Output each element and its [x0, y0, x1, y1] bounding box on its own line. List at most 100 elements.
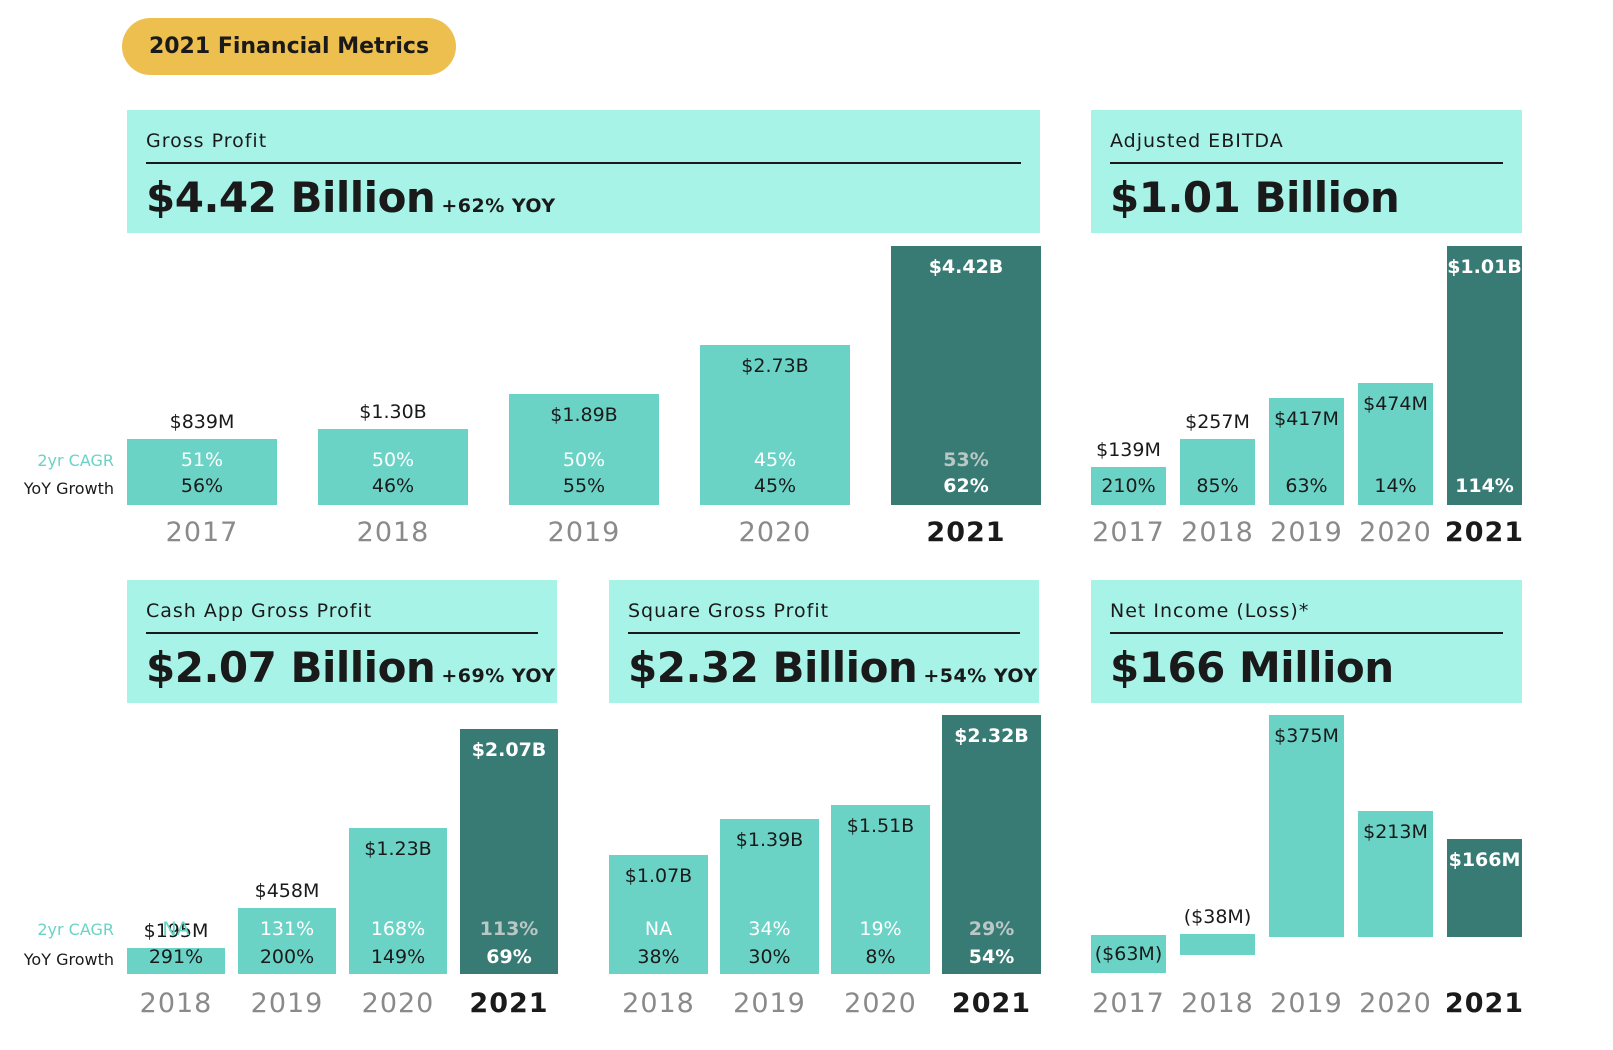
- bar-2021: [1447, 246, 1522, 505]
- bar-2018: [127, 948, 225, 974]
- cagr-label: 34%: [748, 918, 791, 940]
- bar-2021: [942, 715, 1041, 974]
- headline-value: $4.42 Billion +62% YOY: [146, 173, 556, 222]
- year-label: 2018: [622, 988, 695, 1019]
- year-label: 2019: [733, 988, 806, 1019]
- chart-title: Net Income (Loss)*: [1110, 600, 1310, 622]
- year-label: 2020: [1359, 517, 1432, 548]
- bar-2019: [720, 818, 819, 974]
- adjusted-ebitda-header: Adjusted EBITDA $1.01 Billion: [1091, 110, 1522, 233]
- net-income-header: Net Income (Loss)* $166 Million: [1091, 580, 1522, 703]
- yoy-label: 54%: [968, 946, 1015, 968]
- bar-2021: [1447, 838, 1522, 937]
- value-label: $2.07B: [471, 739, 547, 761]
- cagr-label: NA: [644, 918, 673, 940]
- headline-value: $166 Million: [1110, 643, 1394, 692]
- headline-value: $1.01 Billion: [1110, 173, 1400, 222]
- year-label: 2018: [1181, 988, 1254, 1019]
- value-label: $474M: [1363, 393, 1428, 416]
- value-label: ($63M): [1094, 943, 1163, 965]
- yoy-label: 8%: [865, 946, 896, 968]
- bar-2019: [238, 908, 336, 974]
- headline-amount: $2.32 Billion: [628, 643, 918, 692]
- year-label: 2021: [469, 988, 549, 1019]
- bar-2018: [1180, 439, 1255, 505]
- bar-2021: [460, 729, 558, 974]
- value-label: $166M: [1448, 848, 1521, 871]
- yoy-label: 210%: [1101, 475, 1156, 497]
- headline-amount: $1.01 Billion: [1110, 173, 1400, 222]
- bar-2020: [1358, 810, 1433, 937]
- value-label: $375M: [1274, 725, 1339, 747]
- bar-2018: [318, 428, 468, 505]
- yoy-label: 56%: [180, 475, 224, 497]
- value-label: ($38M): [1183, 906, 1252, 928]
- bar-2018: [609, 854, 708, 974]
- year-label: 2020: [844, 988, 917, 1019]
- cagr-label: 53%: [943, 449, 989, 471]
- yoy-label: 38%: [637, 946, 680, 968]
- year-label: 2018: [1181, 517, 1254, 548]
- square-gross-profit-header: Square Gross Profit $2.32 Billion +54% YOY: [609, 580, 1039, 703]
- year-label: 2019: [1270, 517, 1343, 548]
- yoy-label: 85%: [1196, 475, 1239, 497]
- page-title-badge: 2021 Financial Metrics: [122, 18, 456, 75]
- chart-title: Cash App Gross Profit: [146, 600, 373, 622]
- yoy-label: 14%: [1374, 475, 1417, 497]
- value-label: $1.51B: [846, 815, 915, 838]
- title-divider: [146, 162, 1021, 164]
- row-label-cagr: 2yr CAGR: [37, 920, 114, 939]
- yoy-label: 114%: [1455, 475, 1514, 497]
- value-label: $1.39B: [735, 828, 804, 851]
- yoy-label: 62%: [943, 475, 989, 497]
- year-label: 2018: [139, 988, 213, 1019]
- year-label: 2021: [1444, 517, 1525, 548]
- headline-amount: $4.42 Billion: [146, 173, 436, 222]
- yoy-label: 291%: [148, 946, 204, 968]
- year-label: 2018: [356, 517, 430, 548]
- yoy-label: 30%: [748, 946, 791, 968]
- value-label: $2.32B: [954, 725, 1029, 747]
- bar-2020: [700, 345, 850, 505]
- cash-app-gross-profit-header: Cash App Gross Profit $2.07 Billion +69% Y…: [127, 580, 557, 703]
- year-label: 2021: [1444, 988, 1525, 1019]
- year-label: 2019: [1270, 988, 1343, 1019]
- yoy-label: 69%: [486, 946, 532, 968]
- yoy-label: 200%: [259, 946, 315, 968]
- cagr-label: NA: [162, 918, 190, 940]
- cagr-label: 45%: [753, 449, 797, 471]
- value-label: $139M: [1096, 439, 1161, 461]
- title-divider: [146, 632, 538, 634]
- value-label: $417M: [1274, 408, 1339, 431]
- value-label: $213M: [1363, 820, 1428, 843]
- page-title: 2021 Financial Metrics: [148, 34, 430, 59]
- yoy-label: 149%: [370, 946, 426, 968]
- cagr-label: 168%: [370, 918, 426, 940]
- bar-2017: [127, 439, 277, 505]
- title-divider: [1110, 632, 1503, 634]
- headline-yoy: +62% YOY: [441, 195, 556, 217]
- yoy-label: 45%: [753, 475, 797, 497]
- headline-amount: $166 Million: [1110, 643, 1394, 692]
- year-label: 2021: [951, 988, 1032, 1019]
- year-label: 2020: [738, 517, 812, 548]
- value-label: $257M: [1185, 411, 1250, 434]
- chart-title: Square Gross Profit: [628, 600, 830, 622]
- row-label-cagr: 2yr CAGR: [37, 451, 114, 470]
- cagr-label: 50%: [371, 449, 415, 471]
- value-label: $1.30B: [359, 400, 427, 423]
- value-label: $195M: [143, 920, 209, 942]
- yoy-label: 46%: [371, 475, 415, 497]
- value-label: $458M: [254, 880, 320, 902]
- value-label: $839M: [169, 411, 235, 433]
- cagr-label: 50%: [562, 449, 606, 471]
- value-label: $1.89B: [550, 404, 618, 427]
- chart-title: Gross Profit: [146, 130, 268, 152]
- headline-yoy: +54% YOY: [923, 665, 1038, 687]
- cagr-label: 29%: [968, 918, 1015, 940]
- bar-2018: [1180, 934, 1255, 955]
- value-label: $1.01B: [1447, 256, 1522, 278]
- value-label: $4.42B: [928, 256, 1004, 278]
- bar-2020: [349, 828, 447, 974]
- year-label: 2021: [926, 517, 1006, 548]
